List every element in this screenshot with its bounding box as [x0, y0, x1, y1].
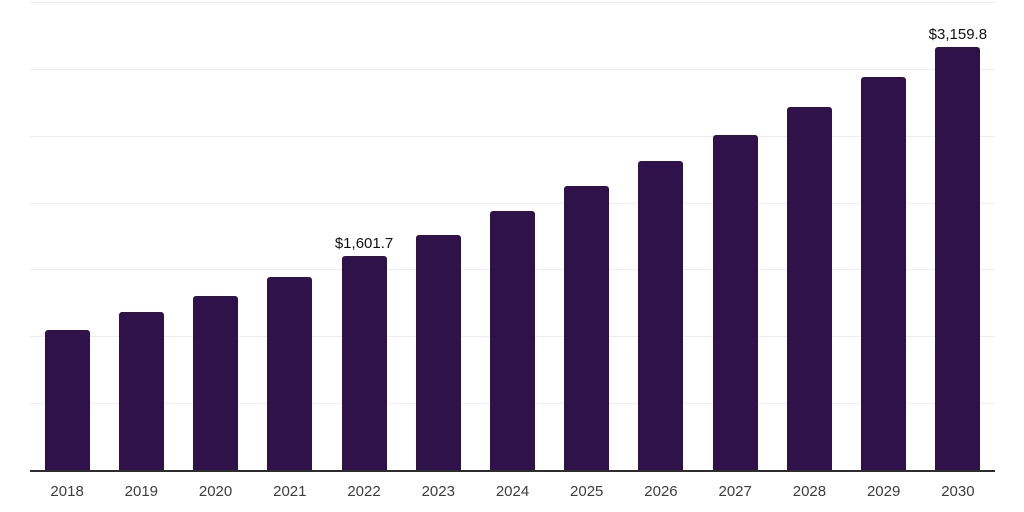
bar-value-label-2022: $1,601.7	[334, 234, 394, 252]
bar-2028	[786, 106, 832, 470]
x-tick-label-2028: 2028	[792, 483, 827, 500]
bar-2022	[341, 255, 387, 470]
x-tick-label-2029: 2029	[866, 483, 901, 500]
bar-2024	[490, 210, 535, 470]
bar-2023	[415, 234, 461, 470]
x-tick-label-2030: 2030	[941, 483, 975, 500]
gridline	[30, 2, 995, 3]
bar-2020	[193, 296, 239, 470]
x-tick-label-2018: 2018	[50, 483, 84, 500]
x-tick-label-2020: 2020	[198, 483, 233, 500]
bar-2029	[861, 76, 907, 470]
bar-value-label-2030: $3,159.8	[928, 26, 988, 44]
bar-2021	[267, 276, 313, 470]
x-tick-label-2024: 2024	[495, 483, 530, 500]
x-tick-label-2023: 2023	[421, 483, 455, 500]
x-axis-line	[30, 470, 995, 472]
x-tick-label-2021: 2021	[273, 483, 307, 500]
gridline	[30, 202, 995, 204]
gridline	[30, 135, 995, 137]
bar-2019	[118, 312, 164, 470]
bar-2027	[712, 134, 758, 470]
x-tick-label-2019: 2019	[124, 483, 159, 500]
gridline	[30, 68, 995, 70]
x-tick-label-2025: 2025	[570, 483, 604, 500]
x-tick-label-2026: 2026	[644, 483, 678, 500]
bar-2030	[935, 47, 981, 470]
bar-2018	[44, 329, 90, 470]
x-tick-label-2027: 2027	[718, 483, 752, 500]
bar-2026	[638, 160, 684, 470]
bar-2025	[564, 185, 610, 470]
x-tick-label-2022: 2022	[347, 483, 381, 500]
